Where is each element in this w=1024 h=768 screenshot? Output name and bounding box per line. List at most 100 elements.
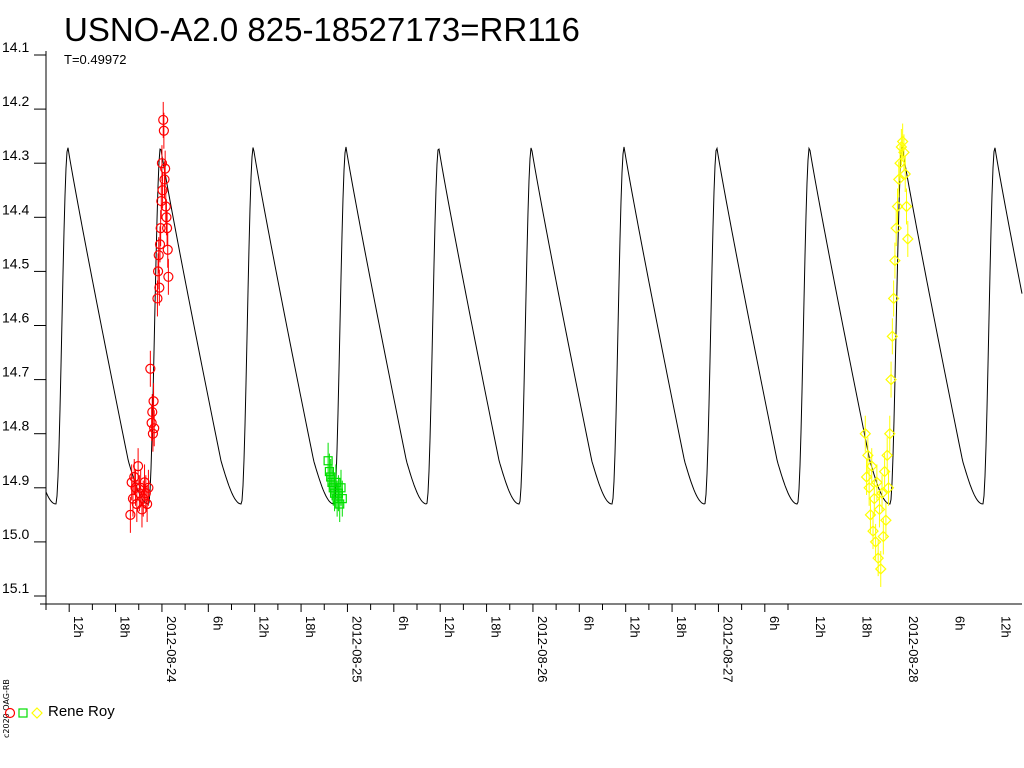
data-point: [158, 114, 169, 126]
data-point: [867, 525, 879, 537]
data-point: [163, 271, 174, 282]
data-point: [156, 158, 168, 169]
data-point: [894, 157, 906, 170]
data-point: [160, 163, 171, 174]
y-tick-label: 14.9: [2, 472, 29, 488]
data-point: [882, 481, 895, 494]
data-point: [877, 530, 890, 543]
data-point: [900, 200, 913, 213]
y-tick-label: 14.4: [2, 201, 29, 217]
x-tick-label: 12h: [71, 616, 86, 638]
data-point: [155, 223, 166, 234]
data-point: [158, 125, 169, 136]
data-point: [876, 487, 888, 500]
data-point: [901, 233, 914, 245]
period-label: T=0.49972: [64, 52, 127, 67]
data-point: [874, 563, 887, 575]
data-point: [149, 423, 160, 434]
data-point: [862, 449, 874, 462]
legend: Rene Roy: [4, 703, 115, 720]
data-point: [162, 244, 173, 255]
data-point: [136, 504, 148, 515]
x-tick-label: 18h: [489, 616, 504, 638]
data-point: [159, 174, 170, 185]
x-tick-label: 2012-08-24: [164, 616, 179, 683]
data-point: [890, 222, 903, 234]
data-point: [323, 456, 333, 466]
y-tick-label: 14.1: [2, 39, 29, 55]
data-point: [152, 266, 164, 277]
series-circle: [125, 101, 174, 533]
data-point: [148, 396, 159, 407]
axes: 14.1 14.2 14.3 14.4 14.5 14.6 14.7 14.8 14.9 15.0…: [2, 39, 1022, 683]
data-point: [887, 292, 900, 305]
data-point: [863, 481, 876, 494]
x-tick-label: 12h: [442, 616, 457, 638]
x-tick-label: 12h: [813, 616, 828, 638]
y-tick-label: 14.6: [2, 310, 29, 326]
data-point: [335, 499, 345, 509]
data-point: [885, 373, 897, 386]
data-point: [125, 509, 136, 520]
y-tick-label: 14.2: [2, 93, 29, 109]
data-point: [129, 471, 140, 483]
legend-markers: [4, 706, 43, 719]
data-point: [142, 498, 153, 510]
x-tick-label: 12h: [999, 616, 1014, 638]
legend-circle-marker: [4, 707, 16, 718]
data-point: [143, 482, 154, 493]
data-point: [880, 514, 892, 527]
data-point: [886, 330, 899, 343]
data-point: [891, 200, 904, 213]
y-tick-label: 14.8: [2, 418, 29, 434]
x-tick-label: 18h: [674, 616, 689, 638]
legend-diamond-marker: [31, 706, 43, 719]
data-point: [892, 173, 905, 186]
data-point: [896, 135, 909, 148]
data-point: [154, 282, 165, 293]
data-point: [131, 498, 142, 510]
legend-label: Rene Roy: [48, 703, 115, 720]
model-curve: [45, 146, 1023, 505]
data-point: [161, 212, 172, 223]
x-tick-label: 6h: [581, 616, 596, 630]
y-tick-label: 15.1: [2, 580, 29, 596]
x-tick-label: 2012-08-28: [906, 616, 921, 683]
data-point: [140, 488, 151, 499]
y-tick-label: 14.3: [2, 147, 29, 163]
x-tick-label: 6h: [952, 616, 967, 630]
data-point: [898, 146, 910, 159]
x-tick-label: 6h: [767, 616, 782, 630]
data-point: [872, 552, 885, 564]
data-point: [157, 185, 168, 196]
data-point: [147, 406, 158, 418]
x-tick-label: 12h: [257, 616, 272, 638]
x-tick-label: 18h: [303, 616, 318, 638]
data-point: [873, 503, 886, 516]
data-point: [160, 201, 171, 212]
data-point: [145, 363, 156, 374]
data-point: [860, 471, 873, 483]
data-point: [154, 239, 166, 250]
data-point: [146, 417, 157, 428]
data-point: [153, 250, 164, 261]
legend-square-marker: [18, 707, 28, 718]
data-point: [865, 460, 878, 473]
series-square: [323, 442, 347, 523]
data-point: [881, 449, 894, 462]
data-point: [133, 461, 144, 472]
data-point: [331, 477, 341, 487]
data-point: [883, 427, 896, 440]
data-point: [889, 254, 901, 267]
data-point: [161, 223, 173, 234]
x-tick-label: 12h: [628, 616, 643, 638]
data-point: [337, 494, 347, 504]
data-point: [336, 483, 346, 493]
model-curve-line: [45, 146, 1023, 505]
data-point: [871, 476, 883, 489]
data-point: [878, 465, 891, 478]
data-point: [869, 536, 882, 548]
observations: [125, 101, 914, 587]
data-point: [868, 492, 881, 505]
